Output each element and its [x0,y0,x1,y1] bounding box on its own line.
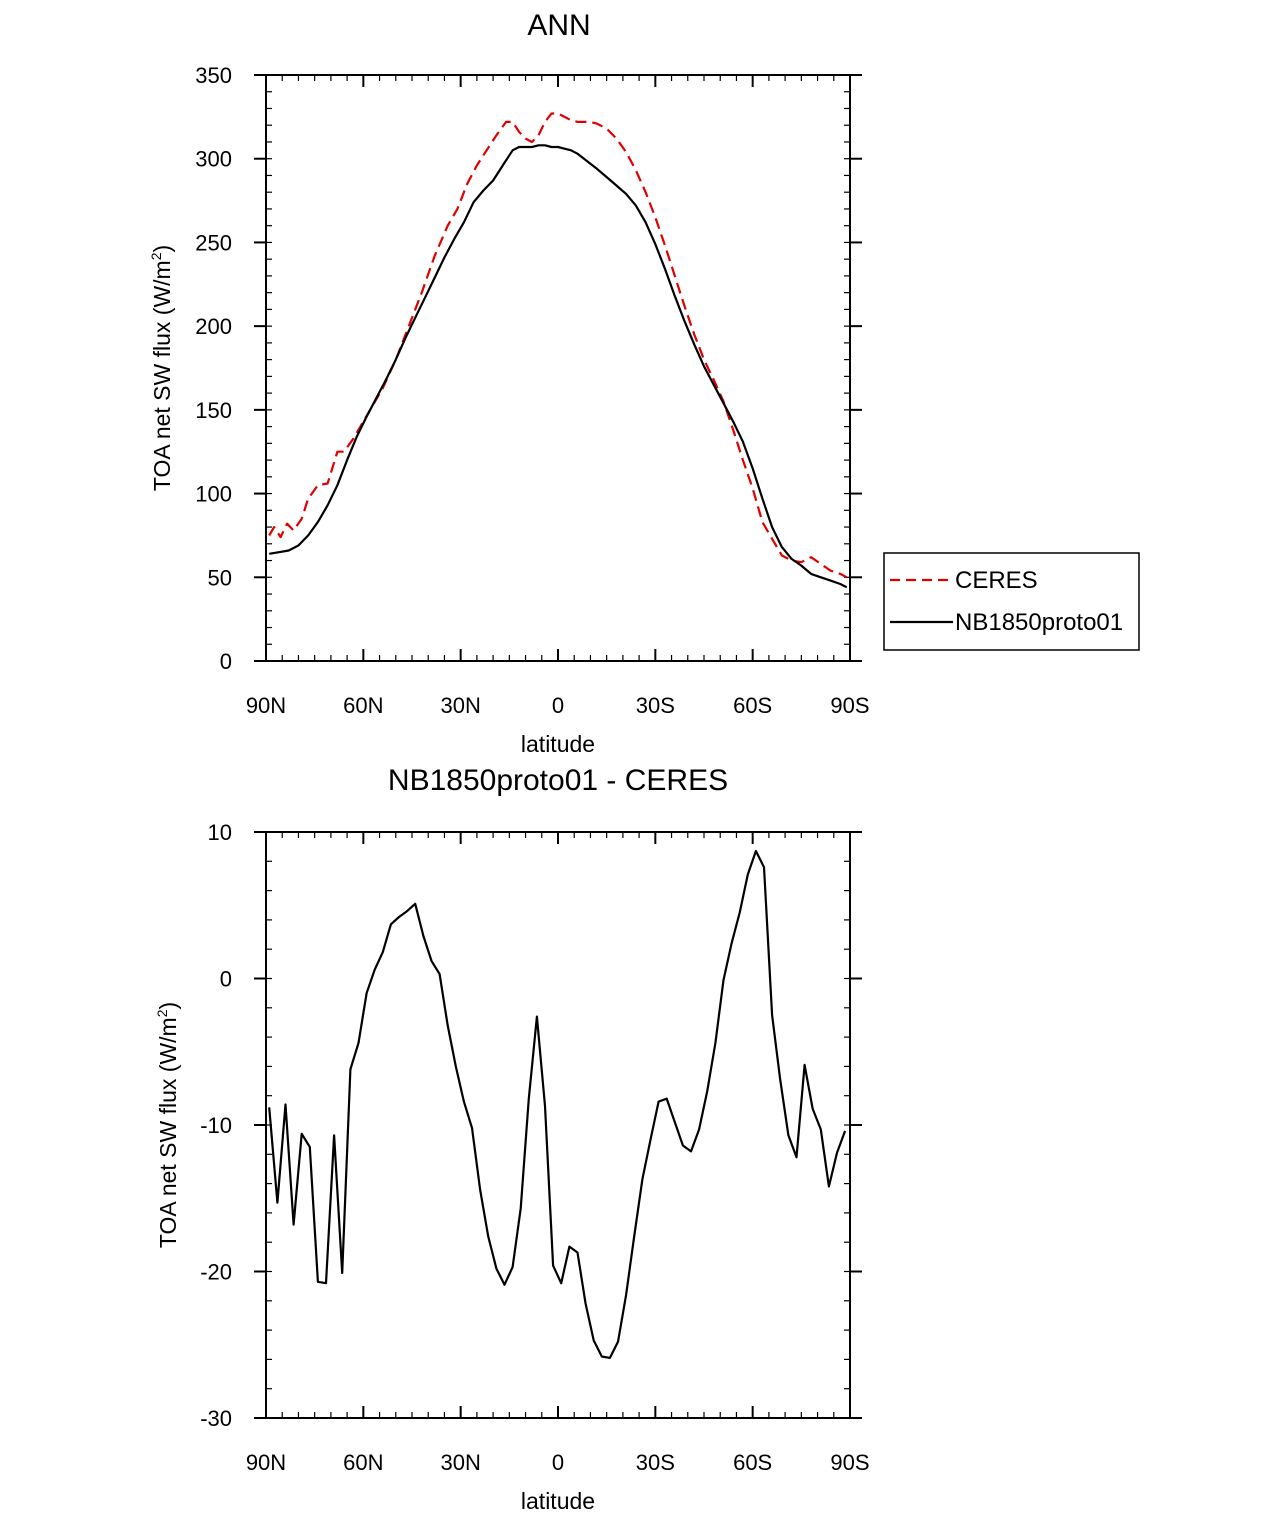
y-tick-label: 0 [220,649,232,674]
chart-title: NB1850proto01 - CERES [388,764,728,797]
y-tick-label: 150 [195,398,232,423]
x-tick-label: 90N [246,1450,286,1475]
y-tick-label: -10 [200,1113,232,1138]
legend-label-ceres: CERES [955,567,1038,594]
legend-label-model: NB1850proto01 [955,609,1123,636]
y-axis-title-superscript: 2 [154,1009,170,1017]
y-tick-label: 50 [208,565,232,590]
x-tick-label: 30N [440,1450,480,1475]
y-axis: -30 -20 -10 0 10 [200,820,862,1431]
y-tick-label: 100 [195,482,232,507]
y-axis-title-close: ) [149,245,175,253]
y-axis-title-text: TOA net SW flux (W/m [149,260,175,491]
series-line-nb1850proto01 [269,144,848,589]
y-axis: 0 50 100 150 200 250 300 350 [195,63,862,674]
x-tick-label: 30S [636,1450,675,1475]
series-line-ceres [268,112,848,579]
x-tick-label: 30S [636,693,675,718]
y-axis-title: TOA net SW flux (W/m2) [154,1002,181,1248]
x-tick-label: 90S [830,1450,869,1475]
x-axis: 90N 60N 30N 0 30S 60S 90S [246,75,870,718]
x-axis-title: latitude [521,1488,595,1514]
series-layer [268,849,847,1360]
annual-mean-panel: ANN 0 50 100 150 200 250 300 350 90N 60N 30N 0 30S 6… [148,9,1140,757]
y-tick-label: 350 [195,63,232,88]
series-layer [268,112,848,589]
x-tick-label: 30N [440,693,480,718]
legend: CERES NB1850proto01 [883,552,1140,651]
y-tick-label: 10 [208,820,232,845]
plot-frame [265,74,851,662]
y-axis-title-close: ) [155,1002,181,1010]
x-axis-title: latitude [521,731,595,757]
y-tick-label: -20 [200,1260,232,1285]
plot-frame [265,831,851,1419]
x-tick-label: 60S [733,693,772,718]
difference-panel: NB1850proto01 - CERES -30 -20 -10 0 10 90N 60… [154,764,870,1514]
x-axis: 90N 60N 30N 0 30S 60S 90S [246,832,870,1475]
chart-title: ANN [527,9,590,42]
x-tick-label: 90S [830,693,869,718]
y-tick-label: 200 [195,314,232,339]
x-tick-label: 60N [343,1450,383,1475]
y-tick-label: 250 [195,230,232,255]
x-tick-label: 0 [552,1450,564,1475]
y-tick-label: -30 [200,1406,232,1431]
x-tick-label: 60N [343,693,383,718]
x-tick-label: 0 [552,693,564,718]
series-line-nb1850proto01-ceres [268,849,847,1360]
x-tick-label: 90N [246,693,286,718]
y-axis-title: TOA net SW flux (W/m2) [148,245,175,491]
legend-box [883,552,1140,651]
y-axis-title-text: TOA net SW flux (W/m [155,1017,181,1248]
x-tick-label: 60S [733,1450,772,1475]
y-axis-title-superscript: 2 [148,252,164,260]
y-tick-label: 300 [195,147,232,172]
y-tick-label: 0 [220,967,232,992]
